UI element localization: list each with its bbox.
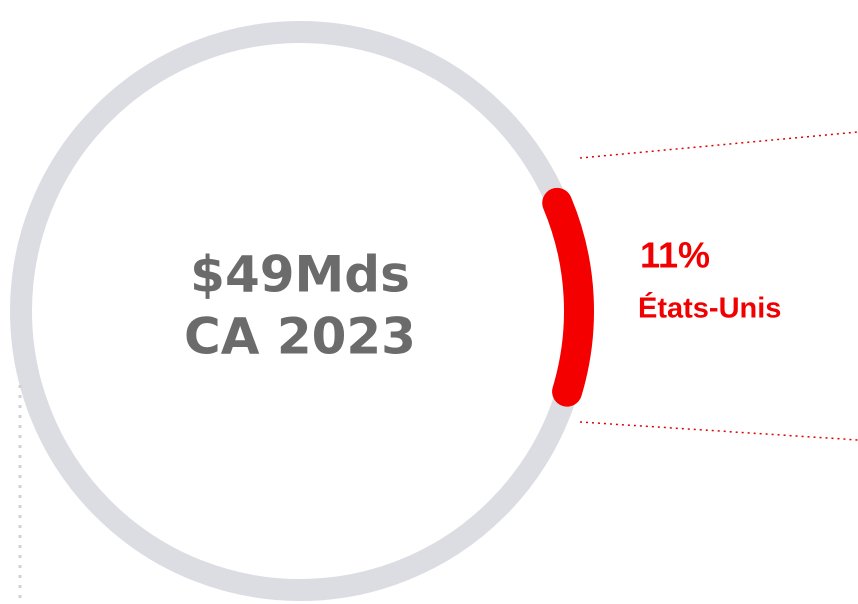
- center-caption: CA 2023: [184, 308, 416, 366]
- segment: [542, 187, 594, 407]
- leader-line: [579, 131, 858, 159]
- value-label: 11%: [640, 235, 710, 276]
- leader-line: [579, 421, 858, 441]
- category-label: États-Unis: [638, 291, 781, 325]
- center-value: $49Mds: [190, 246, 410, 304]
